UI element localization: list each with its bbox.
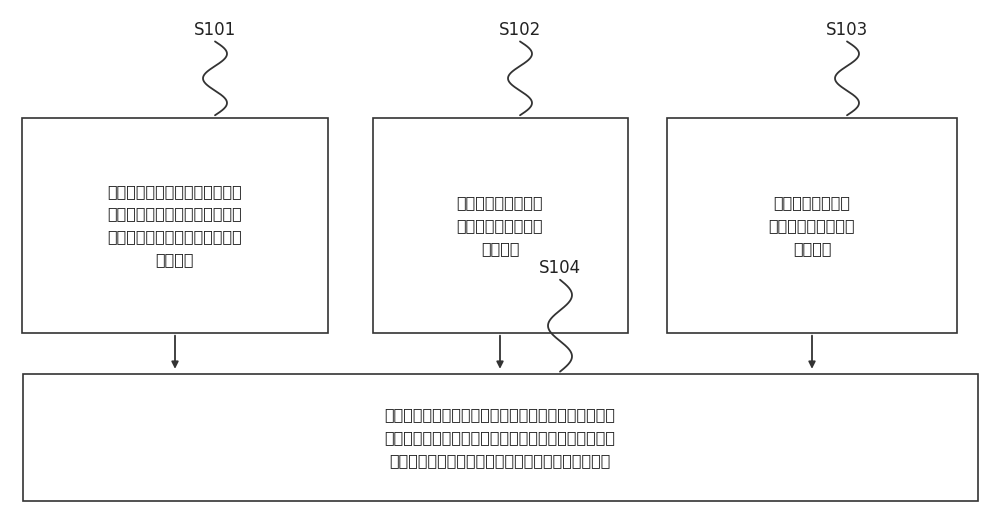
- Bar: [667, 118, 957, 333]
- Bar: [22, 118, 328, 333]
- Bar: [23, 374, 978, 501]
- Text: 获得激光测距仪出光
口在大地坐标系中的
位置数据: 获得激光测距仪出光 口在大地坐标系中的 位置数据: [457, 195, 543, 255]
- Text: 基于多个扫描点的距离数据、激光测距仪出光口在大地
坐标系中的位置数据、俯仰角、倾斜角和方位角数据，
经过坐标转换得到扫描点在大地坐标系中的位置数据: 基于多个扫描点的距离数据、激光测距仪出光口在大地 坐标系中的位置数据、俯仰角、倾…: [384, 408, 616, 468]
- Text: 以激光测距仪围绕目标物移动并
做激光扫描，获得从激光测距仪
出光口到目标物的多个扫描点的
距离数据: 以激光测距仪围绕目标物移动并 做激光扫描，获得从激光测距仪 出光口到目标物的多个…: [108, 183, 242, 267]
- Text: S102: S102: [499, 21, 541, 39]
- Text: S101: S101: [194, 21, 236, 39]
- Text: S103: S103: [826, 21, 868, 39]
- Bar: [372, 118, 628, 333]
- Text: 获得激光测距仪的
俯仰角、倾斜角和方
位角数据: 获得激光测距仪的 俯仰角、倾斜角和方 位角数据: [769, 195, 855, 255]
- Text: S104: S104: [539, 259, 581, 277]
